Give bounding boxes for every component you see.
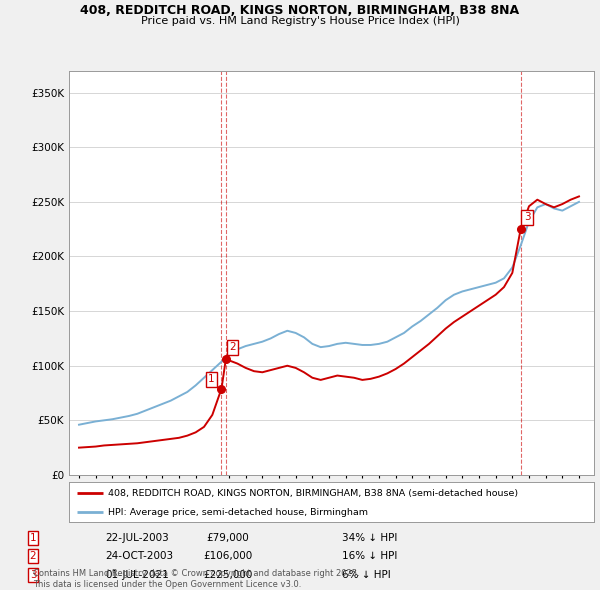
Text: £79,000: £79,000 (206, 533, 250, 543)
Text: 3: 3 (29, 570, 37, 579)
Text: 408, REDDITCH ROAD, KINGS NORTON, BIRMINGHAM, B38 8NA: 408, REDDITCH ROAD, KINGS NORTON, BIRMIN… (80, 4, 520, 17)
Text: 16% ↓ HPI: 16% ↓ HPI (342, 552, 397, 561)
Text: 34% ↓ HPI: 34% ↓ HPI (342, 533, 397, 543)
Text: 01-JUL-2021: 01-JUL-2021 (105, 570, 169, 579)
Text: Contains HM Land Registry data © Crown copyright and database right 2025.
This d: Contains HM Land Registry data © Crown c… (33, 569, 359, 589)
Text: HPI: Average price, semi-detached house, Birmingham: HPI: Average price, semi-detached house,… (109, 507, 368, 517)
Text: 24-OCT-2003: 24-OCT-2003 (105, 552, 173, 561)
Text: £225,000: £225,000 (203, 570, 253, 579)
Text: 408, REDDITCH ROAD, KINGS NORTON, BIRMINGHAM, B38 8NA (semi-detached house): 408, REDDITCH ROAD, KINGS NORTON, BIRMIN… (109, 489, 518, 498)
Text: 22-JUL-2003: 22-JUL-2003 (105, 533, 169, 543)
Text: 3: 3 (524, 212, 530, 222)
Text: 2: 2 (229, 342, 236, 352)
Text: Price paid vs. HM Land Registry's House Price Index (HPI): Price paid vs. HM Land Registry's House … (140, 16, 460, 26)
Text: 2: 2 (29, 552, 37, 561)
Text: 1: 1 (29, 533, 37, 543)
Text: £106,000: £106,000 (203, 552, 253, 561)
Text: 6% ↓ HPI: 6% ↓ HPI (342, 570, 391, 579)
Text: 1: 1 (208, 374, 215, 384)
